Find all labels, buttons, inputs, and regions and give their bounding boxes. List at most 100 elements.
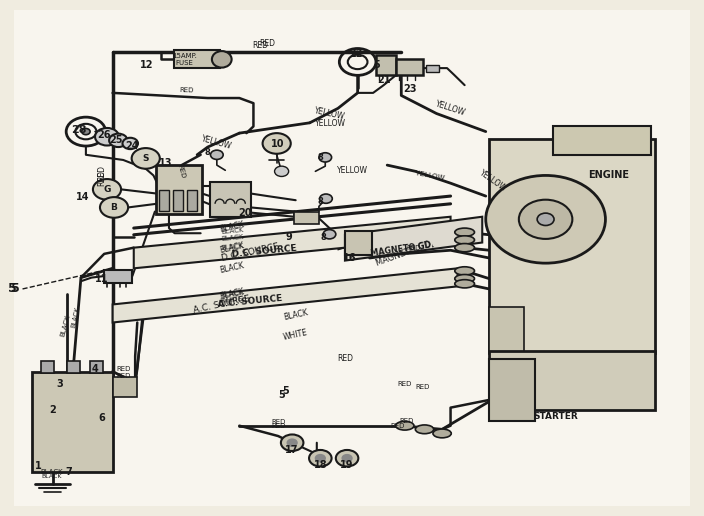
Bar (294, 212, 319, 224)
Ellipse shape (455, 236, 474, 244)
Circle shape (281, 434, 303, 451)
Text: 9: 9 (285, 232, 292, 243)
Text: 8: 8 (321, 233, 327, 242)
Text: 5: 5 (11, 282, 20, 296)
Text: RED: RED (391, 423, 405, 429)
Bar (90, 361, 103, 373)
Polygon shape (345, 217, 482, 261)
Text: A.C. SOURCE: A.C. SOURCE (218, 294, 282, 310)
Text: RED: RED (415, 384, 429, 390)
Text: 2: 2 (49, 405, 56, 415)
Text: YELLOW: YELLOW (200, 135, 232, 151)
Bar (104, 270, 132, 283)
Bar (174, 50, 220, 68)
Text: 5: 5 (373, 59, 380, 70)
Text: 8: 8 (205, 148, 210, 157)
Bar (489, 351, 655, 410)
Text: 15AMP.: 15AMP. (172, 53, 197, 59)
Text: 26: 26 (97, 130, 111, 140)
Circle shape (323, 230, 336, 239)
Bar (489, 139, 655, 353)
Circle shape (336, 450, 358, 466)
Text: STARTER: STARTER (534, 412, 579, 422)
Text: WHITE: WHITE (221, 296, 244, 304)
Text: B: B (111, 203, 118, 212)
Bar (113, 377, 137, 397)
Text: RED: RED (180, 87, 194, 93)
Text: 8: 8 (318, 197, 323, 206)
Text: A.C. SOURCE: A.C. SOURCE (193, 294, 251, 315)
Text: BLACK: BLACK (221, 227, 244, 235)
Text: 11: 11 (95, 273, 109, 284)
Circle shape (486, 175, 605, 263)
Text: 4: 4 (92, 364, 99, 374)
Ellipse shape (396, 421, 414, 430)
Text: BLACK: BLACK (221, 290, 244, 298)
Text: 5: 5 (282, 386, 289, 396)
Bar (159, 190, 169, 211)
Ellipse shape (455, 228, 474, 236)
Text: RED: RED (398, 381, 412, 388)
Circle shape (320, 194, 332, 203)
Text: BLACK: BLACK (221, 243, 244, 251)
Text: D.C. SOURCE: D.C. SOURCE (231, 244, 297, 260)
Text: BLACK: BLACK (221, 234, 244, 243)
Text: 12: 12 (139, 59, 153, 70)
Text: BLACK: BLACK (219, 261, 246, 276)
Bar (210, 182, 251, 217)
Circle shape (275, 166, 289, 176)
Text: RED: RED (98, 165, 106, 181)
Text: RED: RED (271, 423, 285, 429)
Circle shape (100, 197, 128, 218)
Bar (426, 64, 439, 72)
Text: RED: RED (400, 417, 414, 424)
Bar (396, 59, 423, 75)
Circle shape (93, 179, 121, 200)
Text: BLACK: BLACK (41, 474, 62, 479)
Bar (489, 359, 535, 421)
Text: RED: RED (98, 170, 106, 186)
Circle shape (315, 455, 325, 462)
Text: 10: 10 (271, 139, 285, 150)
Text: BLACK: BLACK (70, 306, 80, 329)
Text: 13: 13 (158, 157, 172, 168)
Text: 21: 21 (377, 75, 391, 85)
Polygon shape (134, 217, 451, 268)
Bar (32, 372, 113, 472)
Text: 5: 5 (278, 390, 285, 400)
Circle shape (109, 134, 127, 147)
Circle shape (132, 148, 160, 169)
Text: YELLOW: YELLOW (337, 166, 367, 175)
Text: 19: 19 (339, 460, 353, 471)
Ellipse shape (212, 51, 232, 68)
Text: 16: 16 (343, 253, 357, 263)
Text: BLACK: BLACK (219, 220, 246, 234)
Ellipse shape (415, 425, 434, 433)
Text: BLACK: BLACK (60, 313, 71, 337)
Text: 3: 3 (56, 379, 63, 390)
Text: BLACK: BLACK (219, 240, 246, 255)
Text: 20: 20 (238, 207, 252, 218)
Text: D.C. SOURCE: D.C. SOURCE (220, 243, 279, 263)
Text: 8: 8 (318, 153, 323, 162)
Ellipse shape (455, 275, 474, 283)
Circle shape (342, 455, 352, 462)
Text: RED: RED (116, 366, 130, 372)
Text: 17: 17 (285, 445, 299, 455)
Text: 5: 5 (8, 282, 17, 296)
Ellipse shape (455, 267, 474, 275)
Bar (41, 361, 54, 373)
Text: G: G (103, 185, 111, 194)
Text: 18: 18 (313, 460, 327, 471)
Bar (187, 190, 197, 211)
Bar (67, 361, 80, 373)
Text: 25: 25 (109, 135, 123, 146)
Bar (345, 231, 372, 255)
Circle shape (210, 150, 223, 159)
Text: 7: 7 (65, 467, 73, 477)
Circle shape (263, 133, 291, 154)
Circle shape (95, 128, 119, 146)
Text: 23: 23 (403, 84, 417, 94)
Text: ENGINE: ENGINE (589, 170, 629, 181)
Ellipse shape (433, 429, 451, 438)
